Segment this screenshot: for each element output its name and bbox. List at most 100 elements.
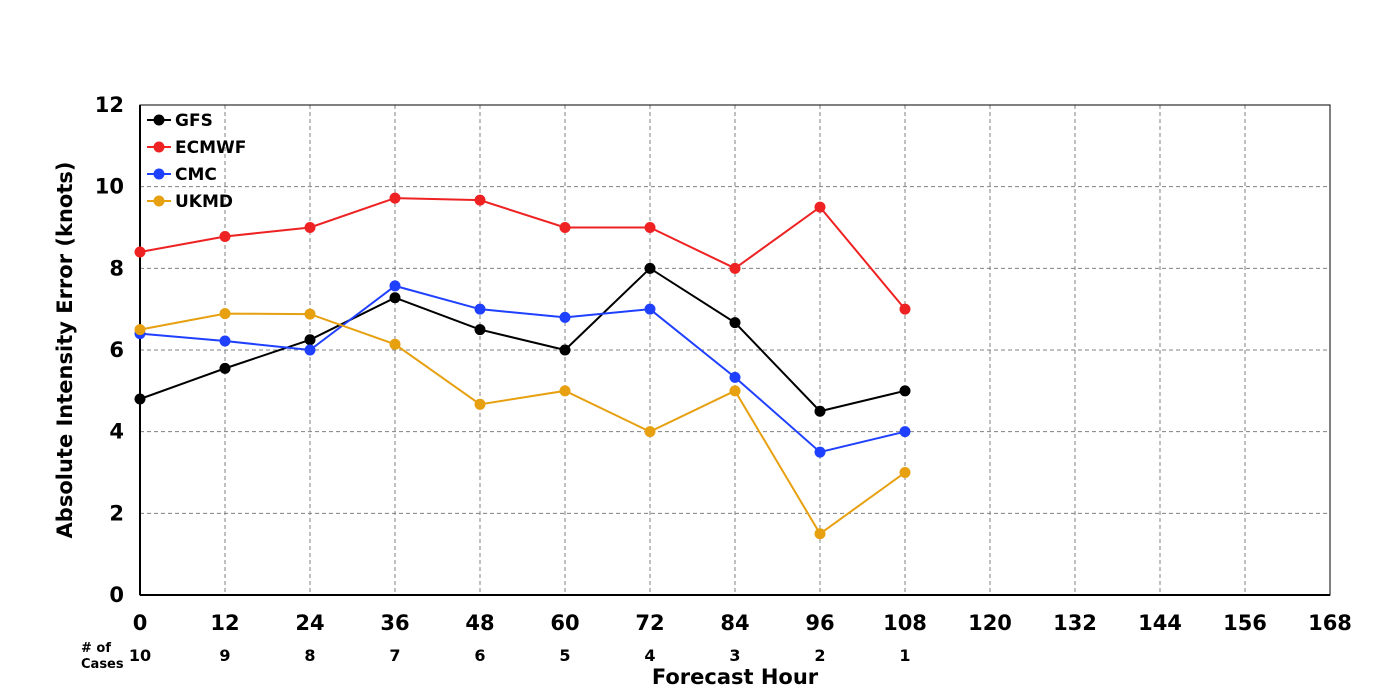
data-point <box>814 446 826 458</box>
cases-value: 10 <box>129 646 151 665</box>
x-tick-label: 96 <box>805 611 834 635</box>
series-line <box>139 312 906 536</box>
data-point <box>729 385 741 397</box>
y-tick-labels: 0 2 4 6 8 10 12 <box>95 93 124 607</box>
data-point <box>474 194 486 206</box>
series-ukmd <box>134 308 911 540</box>
x-tick-label: 120 <box>968 611 1012 635</box>
data-point <box>304 308 316 320</box>
data-point <box>219 362 231 374</box>
x-tick-label: 132 <box>1053 611 1097 635</box>
data-point <box>134 393 146 405</box>
cases-row: # of Cases 10 9 8 7 6 5 4 3 2 1 <box>81 641 911 672</box>
cases-value: 9 <box>219 646 230 665</box>
y-tick-label: 8 <box>109 256 124 280</box>
data-point <box>304 334 316 346</box>
data-point <box>644 303 656 315</box>
data-point <box>474 303 486 315</box>
legend-marker <box>153 141 165 153</box>
data-point <box>644 426 656 438</box>
x-tick-label: 156 <box>1223 611 1267 635</box>
cases-label-line1: # of <box>81 641 111 656</box>
x-tick-label: 12 <box>210 611 239 635</box>
series-ecmwf <box>134 192 911 315</box>
data-point <box>899 385 911 397</box>
data-point <box>559 344 571 356</box>
data-point <box>644 222 656 233</box>
x-tick-label: 168 <box>1308 611 1352 635</box>
x-tick-label: 60 <box>550 611 579 635</box>
series-cmc <box>134 280 911 458</box>
data-point <box>474 324 486 336</box>
data-point <box>814 405 826 417</box>
legend-item-ukmd: UKMD <box>147 192 233 212</box>
data-point <box>729 262 741 274</box>
data-point <box>219 230 231 242</box>
data-point <box>389 192 401 204</box>
cases-value: 3 <box>729 646 740 665</box>
legend-item-gfs: GFS <box>147 111 213 131</box>
data-point <box>644 262 656 274</box>
cases-value: 6 <box>474 646 485 665</box>
data-point <box>899 467 911 478</box>
x-tick-label: 0 <box>133 611 148 635</box>
legend-marker <box>153 195 165 207</box>
series-gfs <box>134 262 911 417</box>
x-tick-labels: 0 12 24 36 48 60 72 84 96 108 120 132 144 156 168 <box>133 611 1352 635</box>
x-tick-label: 84 <box>720 611 749 635</box>
data-point <box>219 335 231 347</box>
legend-label: ECMWF <box>175 138 246 158</box>
legend-marker <box>153 168 165 180</box>
series-line <box>139 267 906 413</box>
y-tick-label: 10 <box>95 175 124 199</box>
data-point <box>389 338 401 350</box>
y-tick-label: 0 <box>109 583 124 607</box>
data-point <box>389 280 401 292</box>
grid <box>140 105 1330 595</box>
x-tick-label: 36 <box>380 611 409 635</box>
legend: GFS ECMWF CMC UKMD <box>147 111 246 212</box>
data-point <box>729 371 741 383</box>
cases-value: 2 <box>814 646 825 665</box>
y-axis-title: Absolute Intensity Error (knots) <box>53 162 77 539</box>
cases-value: 4 <box>644 646 655 665</box>
data-point <box>729 317 741 329</box>
data-point <box>559 385 571 397</box>
data-point <box>304 222 316 233</box>
legend-label: UKMD <box>175 192 233 212</box>
data-point <box>134 246 146 258</box>
cases-value: 7 <box>389 646 400 665</box>
legend-label: CMC <box>175 165 217 185</box>
data-point <box>814 201 826 213</box>
y-tick-label: 2 <box>109 501 124 525</box>
data-point <box>559 311 571 323</box>
x-tick-label: 24 <box>295 611 324 635</box>
y-tick-label: 4 <box>109 420 124 444</box>
data-point <box>474 398 486 410</box>
x-tick-label: 108 <box>883 611 927 635</box>
x-tick-label: 144 <box>1138 611 1182 635</box>
legend-item-cmc: CMC <box>147 165 217 185</box>
legend-item-ecmwf: ECMWF <box>147 138 246 158</box>
legend-label: GFS <box>175 111 213 131</box>
cases-value: 8 <box>304 646 315 665</box>
series-line <box>139 197 906 310</box>
data-point <box>899 303 911 315</box>
cases-label-line2: Cases <box>81 657 124 672</box>
y-tick-label: 6 <box>109 338 124 362</box>
y-tick-label: 12 <box>95 93 124 117</box>
legend-marker <box>153 114 165 126</box>
data-point <box>304 344 316 356</box>
x-axis-title: Forecast Hour <box>652 665 819 689</box>
cases-value: 5 <box>559 646 570 665</box>
cases-value: 1 <box>899 646 910 665</box>
data-point <box>219 308 231 320</box>
x-tick-label: 48 <box>465 611 494 635</box>
series-line <box>139 284 906 454</box>
data-point <box>899 426 911 438</box>
series-layer <box>134 192 911 540</box>
data-point <box>389 292 401 304</box>
data-point <box>814 528 826 540</box>
data-point <box>134 324 146 336</box>
